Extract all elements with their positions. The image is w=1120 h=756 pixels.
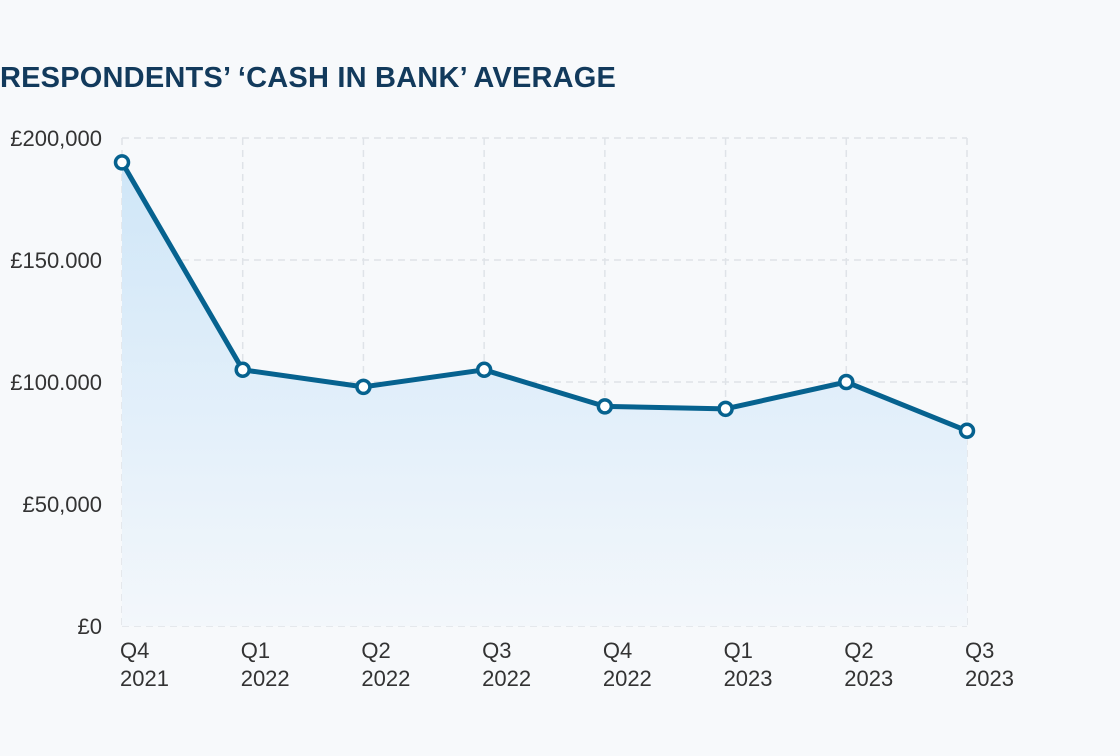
x-tick-quarter: Q2 [361,638,390,663]
series-line [119,159,970,434]
x-tick-label: Q1 2022 [241,638,290,691]
area-fill-layer [122,162,967,626]
chart-title: RESPONDENTS’ ‘CASH IN BANK’ AVERAGE [0,62,617,94]
data-point [113,154,131,171]
series-area-fill [122,162,967,626]
x-tick-quarter: Q1 [724,638,753,663]
y-tick-label: £200,000 [10,126,102,151]
x-tick-year: 2023 [844,666,893,691]
x-tick-label: Q4 2021 [120,638,169,691]
x-tick-year: 2022 [603,666,652,691]
data-point [958,422,976,440]
x-tick-quarter: Q2 [844,638,873,663]
x-tick-year: 2022 [482,666,531,691]
data-point [234,361,251,379]
y-tick-label: £50,000 [22,492,102,517]
x-tick-label: Q1 2023 [724,638,773,691]
x-axis-tick-labels: Q4 2021 Q1 2022 Q2 2022 Q3 2022 Q4 2022 Q1 2023 Q2 20… [120,638,1014,691]
series-line-layer [119,159,970,434]
data-point [355,378,372,396]
data-point [838,373,855,391]
x-tick-year: 2023 [965,666,1014,691]
x-tick-quarter: Q3 [965,638,994,663]
x-tick-quarter: Q3 [482,638,511,663]
data-point [596,398,614,415]
x-tick-year: 2022 [361,666,410,691]
x-tick-label: Q2 2022 [361,638,410,691]
x-tick-label: Q4 2022 [603,638,652,691]
data-point [475,361,493,379]
x-tick-quarter: Q4 [120,638,149,663]
y-tick-label: £0 [78,614,102,639]
x-tick-quarter: Q1 [241,638,270,663]
y-tick-label: £100.000 [10,370,102,395]
x-tick-label: Q3 2022 [482,638,531,691]
x-tick-label: Q3 2023 [965,638,1014,691]
x-tick-year: 2022 [241,666,290,691]
data-point [717,400,734,418]
x-tick-quarter: Q4 [603,638,632,663]
data-points [113,154,976,440]
x-tick-label: Q2 2023 [844,638,893,691]
x-tick-year: 2023 [724,666,773,691]
y-tick-label: £150.000 [10,248,102,273]
y-axis-tick-labels: £0 £50,000 £100.000 £150.000 £200,000 [10,126,102,639]
x-tick-year: 2021 [120,666,169,691]
